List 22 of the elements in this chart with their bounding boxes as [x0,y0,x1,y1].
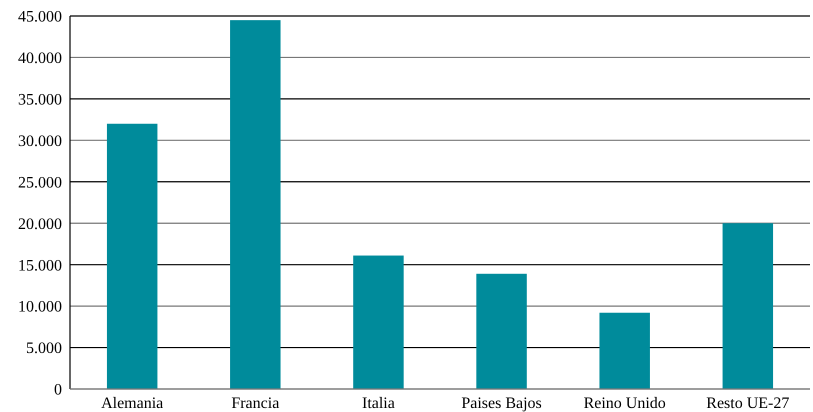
bar [476,274,527,389]
x-tick-label: Francia [231,395,280,412]
x-tick-label: Reino Unido [584,395,666,412]
x-tick-label: Alemania [101,395,164,412]
y-tick-label: 20.000 [18,216,62,233]
x-tick-label: Resto UE-27 [706,395,790,412]
y-tick-label: 30.000 [18,132,62,150]
x-tick-label: Italia [362,395,395,412]
bar [599,312,650,389]
bar [722,223,774,389]
bar [353,256,404,389]
y-tick-label: 35.000 [18,91,62,108]
y-tick-label: 5.000 [26,340,62,358]
y-tick-label: 45.000 [18,8,62,26]
y-tick-label: 0 [54,382,62,399]
bar [230,20,281,389]
y-tick-label: 10.000 [18,298,62,316]
y-tick-label: 25.000 [18,174,62,192]
bar [106,124,158,389]
x-tick-label: Paises Bajos [461,395,542,412]
y-tick-label: 40.000 [18,50,62,68]
y-tick-label: 15.000 [18,257,62,274]
